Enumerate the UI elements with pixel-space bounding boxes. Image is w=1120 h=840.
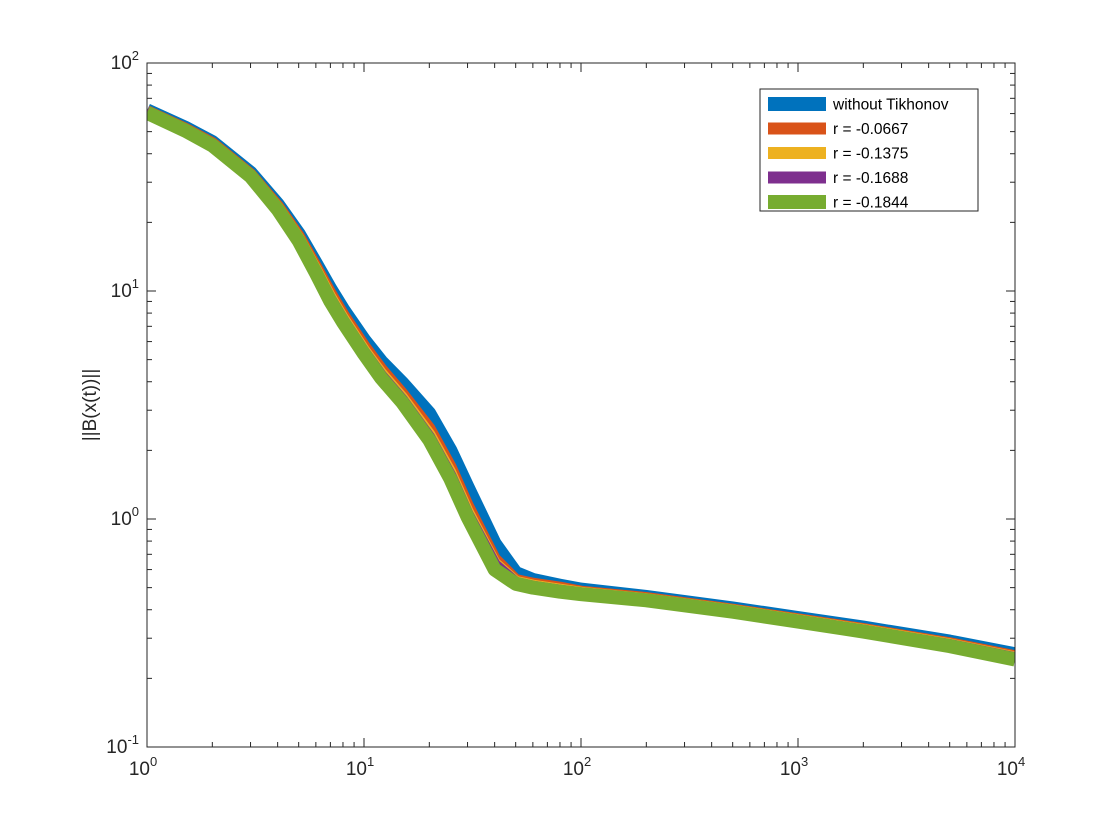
- legend-label-5: r = -0.1844: [833, 195, 909, 212]
- y-axis-label: ||B(x(t))||: [80, 369, 101, 442]
- legend-entries: without Tikhonov r = -0.0667 r = -0.1375 r …: [768, 97, 949, 212]
- y-tick-label: 101: [111, 276, 139, 302]
- x-tick-label: 102: [563, 754, 591, 780]
- x-tick-labels: 100 101 102 103 104: [129, 754, 1025, 780]
- y-tick-label: 10-1: [106, 732, 139, 758]
- series-layer: [147, 103, 1015, 667]
- plot-frame: [146, 62, 1016, 748]
- legend: without Tikhonov r = -0.0667 r = -0.1375 r …: [759, 88, 979, 212]
- x-tick-label: 101: [346, 754, 374, 780]
- y-tick-label: 102: [111, 48, 139, 74]
- x-tick-label: 100: [129, 754, 157, 780]
- x-tick-label: 104: [997, 754, 1025, 780]
- legend-label-2: r = -0.0667: [833, 121, 908, 138]
- series-line-5: [147, 106, 1015, 667]
- minor-ticks: [146, 63, 1015, 748]
- y-tick-labels: 10-1 100 101 102: [106, 48, 139, 758]
- legend-label-4: r = -0.1688: [833, 170, 908, 187]
- legend-label-3: r = -0.1375: [833, 146, 908, 163]
- legend-label-1: without Tikhonov: [832, 97, 949, 114]
- x-tick-label: 103: [780, 754, 808, 780]
- y-tick-label: 100: [111, 504, 139, 530]
